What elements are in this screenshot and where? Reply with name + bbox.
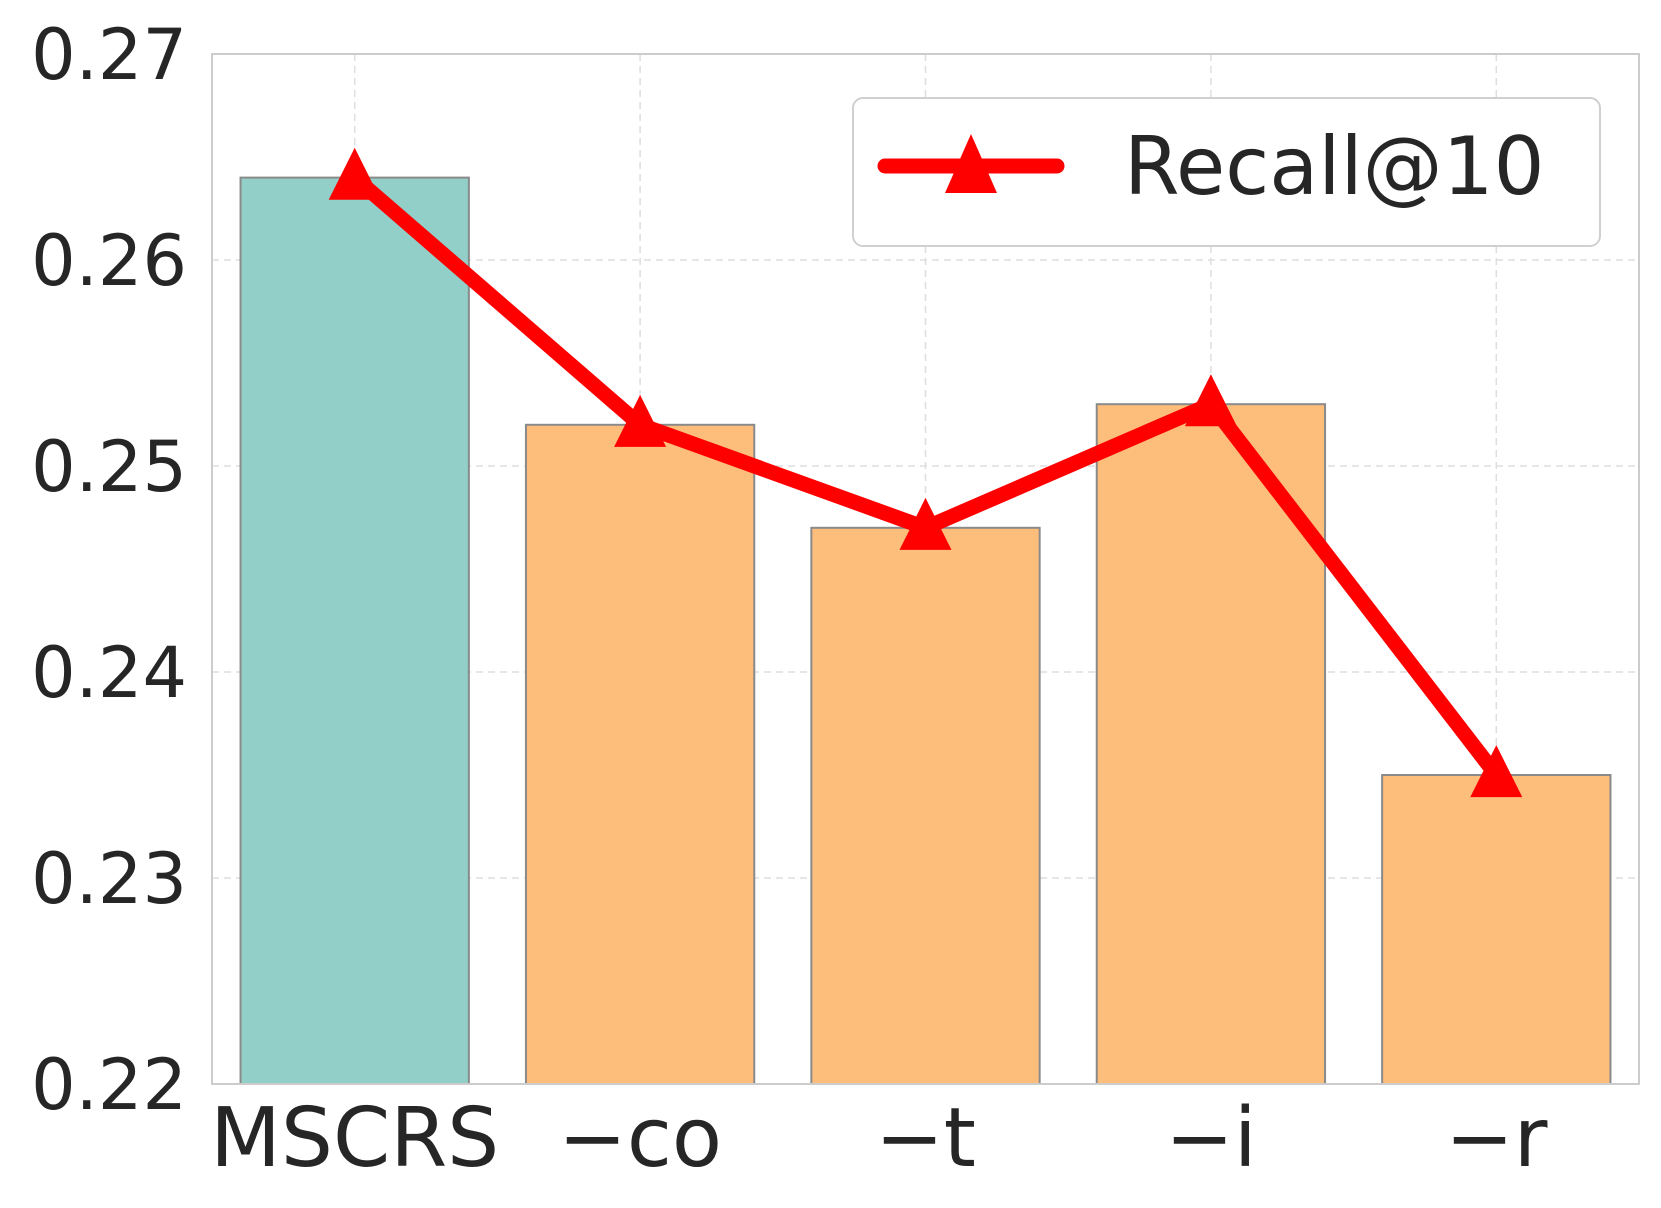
recall-point-marker-3: [1184, 374, 1237, 427]
legend-triangle-icon: [945, 134, 997, 193]
x-tick-label: −r: [1445, 1091, 1548, 1186]
y-tick-label: 0.24: [31, 632, 187, 714]
y-tick-label: 0.25: [31, 426, 187, 508]
recall-line: [328, 147, 1523, 798]
bar-3: [1095, 403, 1327, 1085]
y-tick-label: 0.23: [31, 838, 187, 920]
plot-frame: [211, 53, 1640, 1085]
recall-point-marker-1: [614, 394, 667, 447]
recall-point-marker-0: [328, 147, 381, 200]
x-tick-label: −co: [558, 1091, 722, 1186]
y-axis-ticks: 0.22 0.23 0.24 0.25 0.26 0.27: [31, 14, 187, 1126]
legend: Recall@10: [852, 97, 1601, 247]
bar-4: [1381, 774, 1612, 1085]
x-tick-label: MSCRS: [210, 1091, 499, 1186]
y-tick-label: 0.26: [31, 220, 187, 302]
bar-1: [524, 423, 756, 1085]
bar-0: [239, 176, 470, 1086]
recall-point-marker-4: [1470, 745, 1523, 798]
x-axis-ticks: MSCRS −co −t −i −r: [210, 1091, 1548, 1186]
recall-point-marker-2: [899, 497, 952, 550]
bar-2: [810, 526, 1041, 1085]
y-tick-label: 0.22: [31, 1044, 187, 1126]
x-tick-label: −t: [875, 1091, 976, 1186]
legend-box: [852, 97, 1601, 247]
legend-label-recall: Recall@10: [1124, 120, 1544, 213]
y-tick-label: 0.27: [31, 14, 187, 96]
x-tick-label: −i: [1165, 1091, 1257, 1186]
